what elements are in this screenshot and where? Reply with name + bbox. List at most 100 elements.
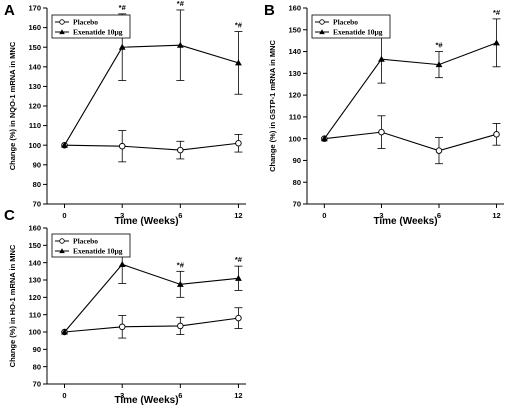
legend-marker (59, 29, 65, 35)
data-point (61, 141, 68, 148)
y-tick-label: 170 (28, 4, 41, 13)
legend-box (51, 14, 131, 39)
y-tick-label: 120 (28, 293, 41, 302)
x-tick-label: 0 (322, 211, 326, 220)
y-tick-label: 70 (33, 200, 41, 209)
chart-panel-a: A 70 80 90 100 110 120 130 140 150 160 170 0 3 6 12 Time… (4, 0, 246, 227)
data-point (118, 142, 126, 150)
data-point (61, 328, 68, 335)
series-placebo (321, 115, 501, 165)
y-tick-label: 80 (33, 362, 41, 371)
x-axis-label: Time (Weeks) (114, 216, 178, 227)
y-tick-label: 160 (28, 23, 41, 32)
x-tick-label: 3 (120, 211, 124, 220)
y-tick-label: 100 (28, 141, 41, 150)
legend-marker (319, 29, 325, 35)
legend-marker (319, 19, 325, 25)
series-exenatide (320, 18, 501, 142)
x-tick-label: 12 (234, 211, 242, 220)
series-line (64, 142, 239, 151)
series-exenatide (61, 244, 243, 335)
y-tick-label: 120 (288, 91, 301, 100)
y-tick-label: 80 (33, 180, 41, 189)
data-point (378, 128, 385, 136)
y-tick-label: 110 (289, 112, 301, 121)
panel-letter: B (264, 2, 275, 19)
y-tick-label: 80 (293, 178, 301, 187)
significance-annotation: *# (435, 41, 443, 50)
legend-marker (59, 248, 65, 254)
series-line (64, 263, 239, 333)
legend-label: Exenatide 10μg (333, 28, 383, 37)
data-point (176, 280, 184, 287)
y-tick-label: 140 (28, 258, 41, 267)
panel-letter: C (4, 207, 15, 224)
chart-panel-b: B 70 80 90 100 110 120 130 140 150 160 0 3 6 12 Time (W… (264, 2, 504, 227)
y-tick-label: 90 (33, 160, 41, 169)
legend-box (311, 14, 391, 39)
x-tick-label: 0 (62, 391, 66, 400)
data-point (235, 139, 242, 147)
data-point (235, 274, 242, 281)
legend-marker (59, 238, 65, 244)
significance-annotation: *# (119, 3, 127, 12)
data-point (176, 41, 184, 48)
legend-label: Exenatide 10μg (73, 28, 123, 37)
legend-box (51, 233, 131, 258)
y-tick-label: 70 (33, 380, 41, 389)
y-tick-label: 130 (28, 276, 41, 285)
data-point (493, 131, 500, 138)
legend-marker (59, 19, 65, 25)
x-tick-label: 3 (120, 391, 124, 400)
x-tick-label: 0 (62, 211, 66, 220)
legend-label: Placebo (333, 18, 358, 27)
series-placebo (61, 130, 243, 163)
data-point (118, 43, 126, 50)
y-tick-label: 110 (29, 310, 41, 319)
x-tick-label: 6 (178, 211, 182, 220)
x-axis-label: Time (Weeks) (114, 395, 178, 406)
y-axis-label: Change (%) in GSTP-1 mRNA in MNC (268, 40, 277, 172)
series-line (323, 42, 497, 139)
data-point (378, 55, 385, 62)
y-tick-label: 160 (288, 4, 301, 13)
significance-annotation: *# (235, 255, 243, 264)
y-tick-label: 140 (288, 47, 301, 56)
y-axis-label: Change (%) in HO-1 mRNA in MNC (8, 244, 17, 367)
data-point (493, 39, 500, 46)
y-tick-label: 140 (28, 62, 41, 71)
y-tick-label: 100 (28, 328, 41, 337)
y-tick-label: 130 (28, 82, 41, 91)
significance-annotation: *# (493, 8, 501, 17)
y-tick-label: 160 (28, 224, 41, 233)
y-tick-label: 120 (28, 102, 41, 111)
data-point (177, 322, 184, 330)
x-tick-label: 12 (492, 211, 500, 220)
x-tick-label: 6 (437, 211, 441, 220)
significance-annotation: *# (177, 260, 185, 269)
series-placebo (61, 307, 243, 339)
y-tick-label: 90 (33, 345, 41, 354)
data-point (235, 59, 242, 66)
y-tick-label: 150 (28, 43, 41, 52)
y-tick-label: 110 (29, 121, 41, 130)
x-tick-label: 12 (234, 391, 242, 400)
data-point (435, 147, 443, 154)
data-point (177, 146, 184, 154)
panel-letter: A (4, 2, 15, 19)
series-line (64, 317, 239, 333)
x-tick-label: 3 (379, 211, 383, 220)
data-point (235, 314, 242, 322)
legend-label: Exenatide 10μg (73, 247, 123, 256)
data-point (320, 135, 328, 142)
y-tick-label: 100 (288, 134, 301, 143)
y-tick-label: 150 (28, 241, 41, 250)
y-tick-label: 90 (293, 156, 301, 165)
x-axis-label: Time (Weeks) (373, 216, 437, 227)
y-tick-label: 150 (288, 25, 301, 34)
